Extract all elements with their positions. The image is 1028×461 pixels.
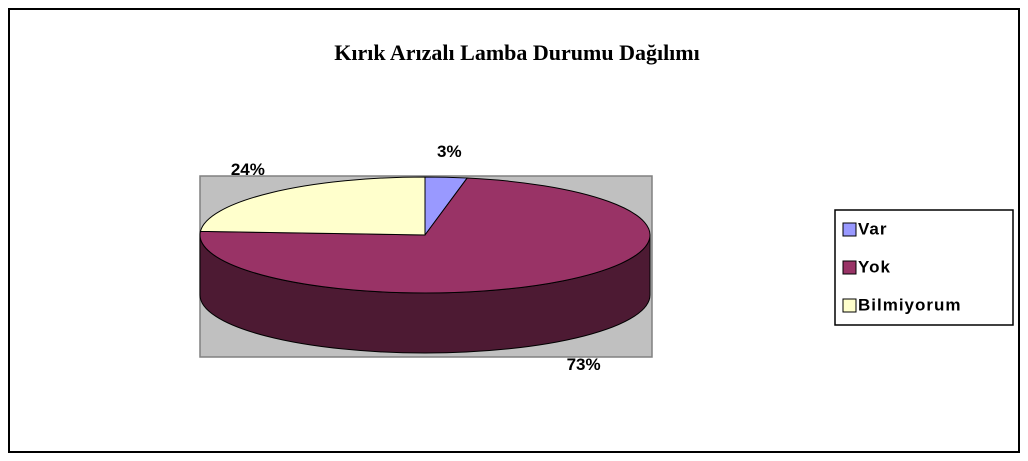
data-label: 3% — [437, 142, 462, 161]
legend-label: Bilmiyorum — [858, 295, 962, 314]
data-label: 24% — [231, 160, 265, 179]
pie-slice — [199, 177, 651, 294]
legend-swatch — [842, 260, 857, 275]
chart-title: Kırık Arızalı Lamba Durumu Dağılımı — [334, 40, 699, 65]
legend-label: Var — [858, 219, 887, 238]
data-label: 73% — [567, 355, 601, 374]
legend-label: Yok — [858, 257, 891, 276]
pie-slice — [199, 176, 426, 236]
legend-swatch — [842, 222, 857, 237]
legend — [834, 209, 1014, 326]
legend-swatch — [842, 298, 857, 313]
